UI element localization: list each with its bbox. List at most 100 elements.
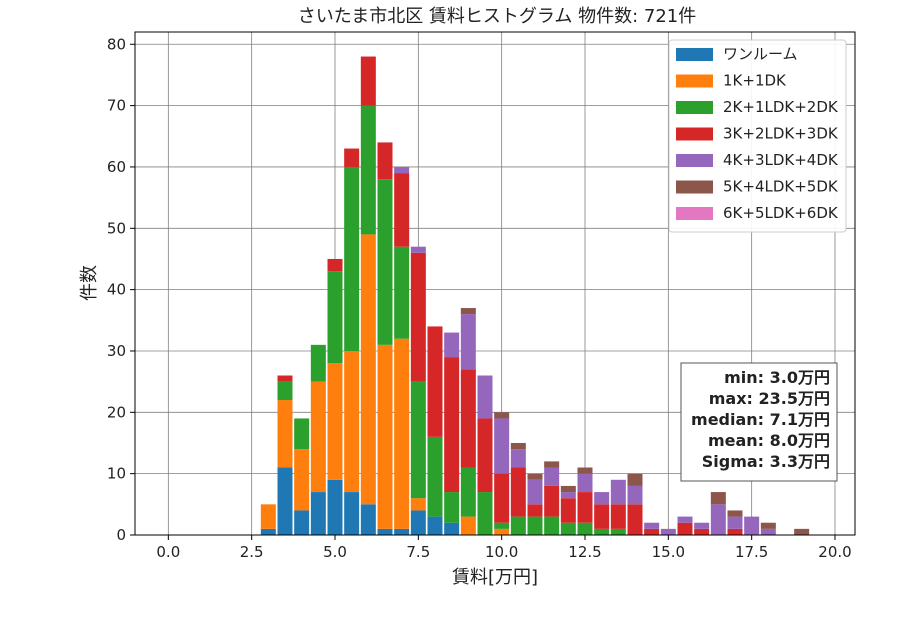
bar-segment xyxy=(694,528,710,535)
bar-segment xyxy=(677,516,693,523)
x-tick-label: 20.0 xyxy=(818,543,851,561)
bar-segment xyxy=(477,492,493,535)
legend-label: 3K+2LDK+3DK xyxy=(723,125,839,143)
bar-segment xyxy=(760,528,776,535)
bar-segment xyxy=(610,504,626,529)
y-tick-label: 30 xyxy=(107,342,126,360)
bar-segment xyxy=(277,400,293,468)
bar-segment xyxy=(410,252,426,382)
legend-swatch xyxy=(676,74,713,88)
bar-segment xyxy=(444,522,460,535)
bar-segment xyxy=(727,528,743,535)
bar-segment xyxy=(594,528,610,535)
bar-segment xyxy=(527,473,543,480)
bar-segment xyxy=(310,344,326,382)
bar-segment xyxy=(260,504,276,529)
bar-segment xyxy=(727,510,743,517)
legend-label: 2K+1LDK+2DK xyxy=(723,98,839,116)
bar-segment xyxy=(377,528,393,535)
bar-segment xyxy=(444,492,460,523)
bar-segment xyxy=(277,375,293,382)
bar-segment xyxy=(644,522,660,529)
bar-segment xyxy=(360,504,376,535)
bars-layer xyxy=(260,56,810,535)
y-axis-label: 件数 xyxy=(79,265,100,301)
y-tick-labels: 0 10 20 30 40 50 60 70 80 xyxy=(107,35,135,544)
bar-segment xyxy=(327,258,343,272)
bar-segment xyxy=(427,516,443,535)
bar-segment xyxy=(627,504,643,535)
bar-segment xyxy=(560,498,576,523)
stats-line: min: 3.0万円 xyxy=(724,368,830,387)
legend-label: 1K+1DK xyxy=(723,72,787,90)
x-tick-labels: 0.0 2.5 5.0 7.5 10.0 12.5 15.0 17.5 20.0 xyxy=(156,535,852,561)
bar-segment xyxy=(494,412,510,419)
bar-segment xyxy=(277,381,293,401)
bar-segment xyxy=(460,467,476,517)
bar-segment xyxy=(427,326,443,437)
legend-swatch xyxy=(676,48,713,61)
stats-line: mean: 8.0万円 xyxy=(708,431,830,450)
stats-line: Sigma: 3.3万円 xyxy=(702,452,830,471)
x-tick-label: 0.0 xyxy=(156,543,180,561)
bar-segment xyxy=(577,492,593,523)
bar-segment xyxy=(544,467,560,486)
bar-segment xyxy=(494,473,510,523)
bar-segment xyxy=(610,479,626,505)
bar-segment xyxy=(744,516,760,535)
bar-segment xyxy=(394,173,410,247)
bar-segment xyxy=(360,234,376,505)
y-tick-label: 60 xyxy=(107,158,126,176)
bar-segment xyxy=(527,516,543,535)
bar-segment xyxy=(577,473,593,493)
bar-segment xyxy=(344,148,360,167)
x-tick-label: 15.0 xyxy=(652,543,685,561)
y-tick-label: 10 xyxy=(107,465,126,483)
y-tick-label: 20 xyxy=(107,403,126,421)
stats-line: max: 23.5万円 xyxy=(709,389,830,408)
bar-segment xyxy=(360,56,376,106)
bar-segment xyxy=(477,375,493,419)
bar-segment xyxy=(510,449,526,468)
x-tick-label: 7.5 xyxy=(406,543,430,561)
bar-segment xyxy=(294,510,310,535)
bar-segment xyxy=(344,492,360,535)
bar-segment xyxy=(394,166,410,174)
bar-segment xyxy=(460,516,476,535)
stats-box: min: 3.0万円 max: 23.5万円 median: 7.1万円 mean: … xyxy=(680,362,838,482)
legend-box xyxy=(668,39,847,233)
legend-label: 5K+4LDK+5DK xyxy=(723,178,839,196)
grid-layer xyxy=(135,32,855,536)
bar-segment xyxy=(544,461,560,468)
bar-segment xyxy=(410,510,426,535)
bar-segment xyxy=(344,350,360,493)
bar-segment xyxy=(310,381,326,493)
y-tick-label: 80 xyxy=(107,35,126,53)
bar-segment xyxy=(710,492,726,505)
bar-segment xyxy=(460,308,476,315)
bar-segment xyxy=(627,485,643,505)
bar-segment xyxy=(460,314,476,370)
bar-segment xyxy=(327,271,343,364)
legend-swatch xyxy=(676,127,713,141)
plot-frame xyxy=(134,31,856,536)
bar-segment xyxy=(494,528,510,535)
bar-segment xyxy=(544,516,560,535)
bar-segment xyxy=(710,504,726,535)
bar-segment xyxy=(327,479,343,535)
bar-segment xyxy=(294,449,310,511)
x-tick-label: 5.0 xyxy=(323,543,347,561)
bar-segment xyxy=(494,522,510,529)
stats-frame xyxy=(680,362,838,482)
bar-segment xyxy=(594,504,610,529)
y-tick-label: 50 xyxy=(107,219,126,237)
legend-swatch xyxy=(676,180,713,194)
legend-swatch xyxy=(676,207,713,220)
bar-segment xyxy=(577,467,593,474)
bar-segment xyxy=(444,357,460,493)
bar-segment xyxy=(377,142,393,180)
chart-title: さいたま市北区 賃料ヒストグラム 物件数: 721件 xyxy=(298,6,697,27)
bar-segment xyxy=(560,492,576,499)
bar-segment xyxy=(410,246,426,253)
